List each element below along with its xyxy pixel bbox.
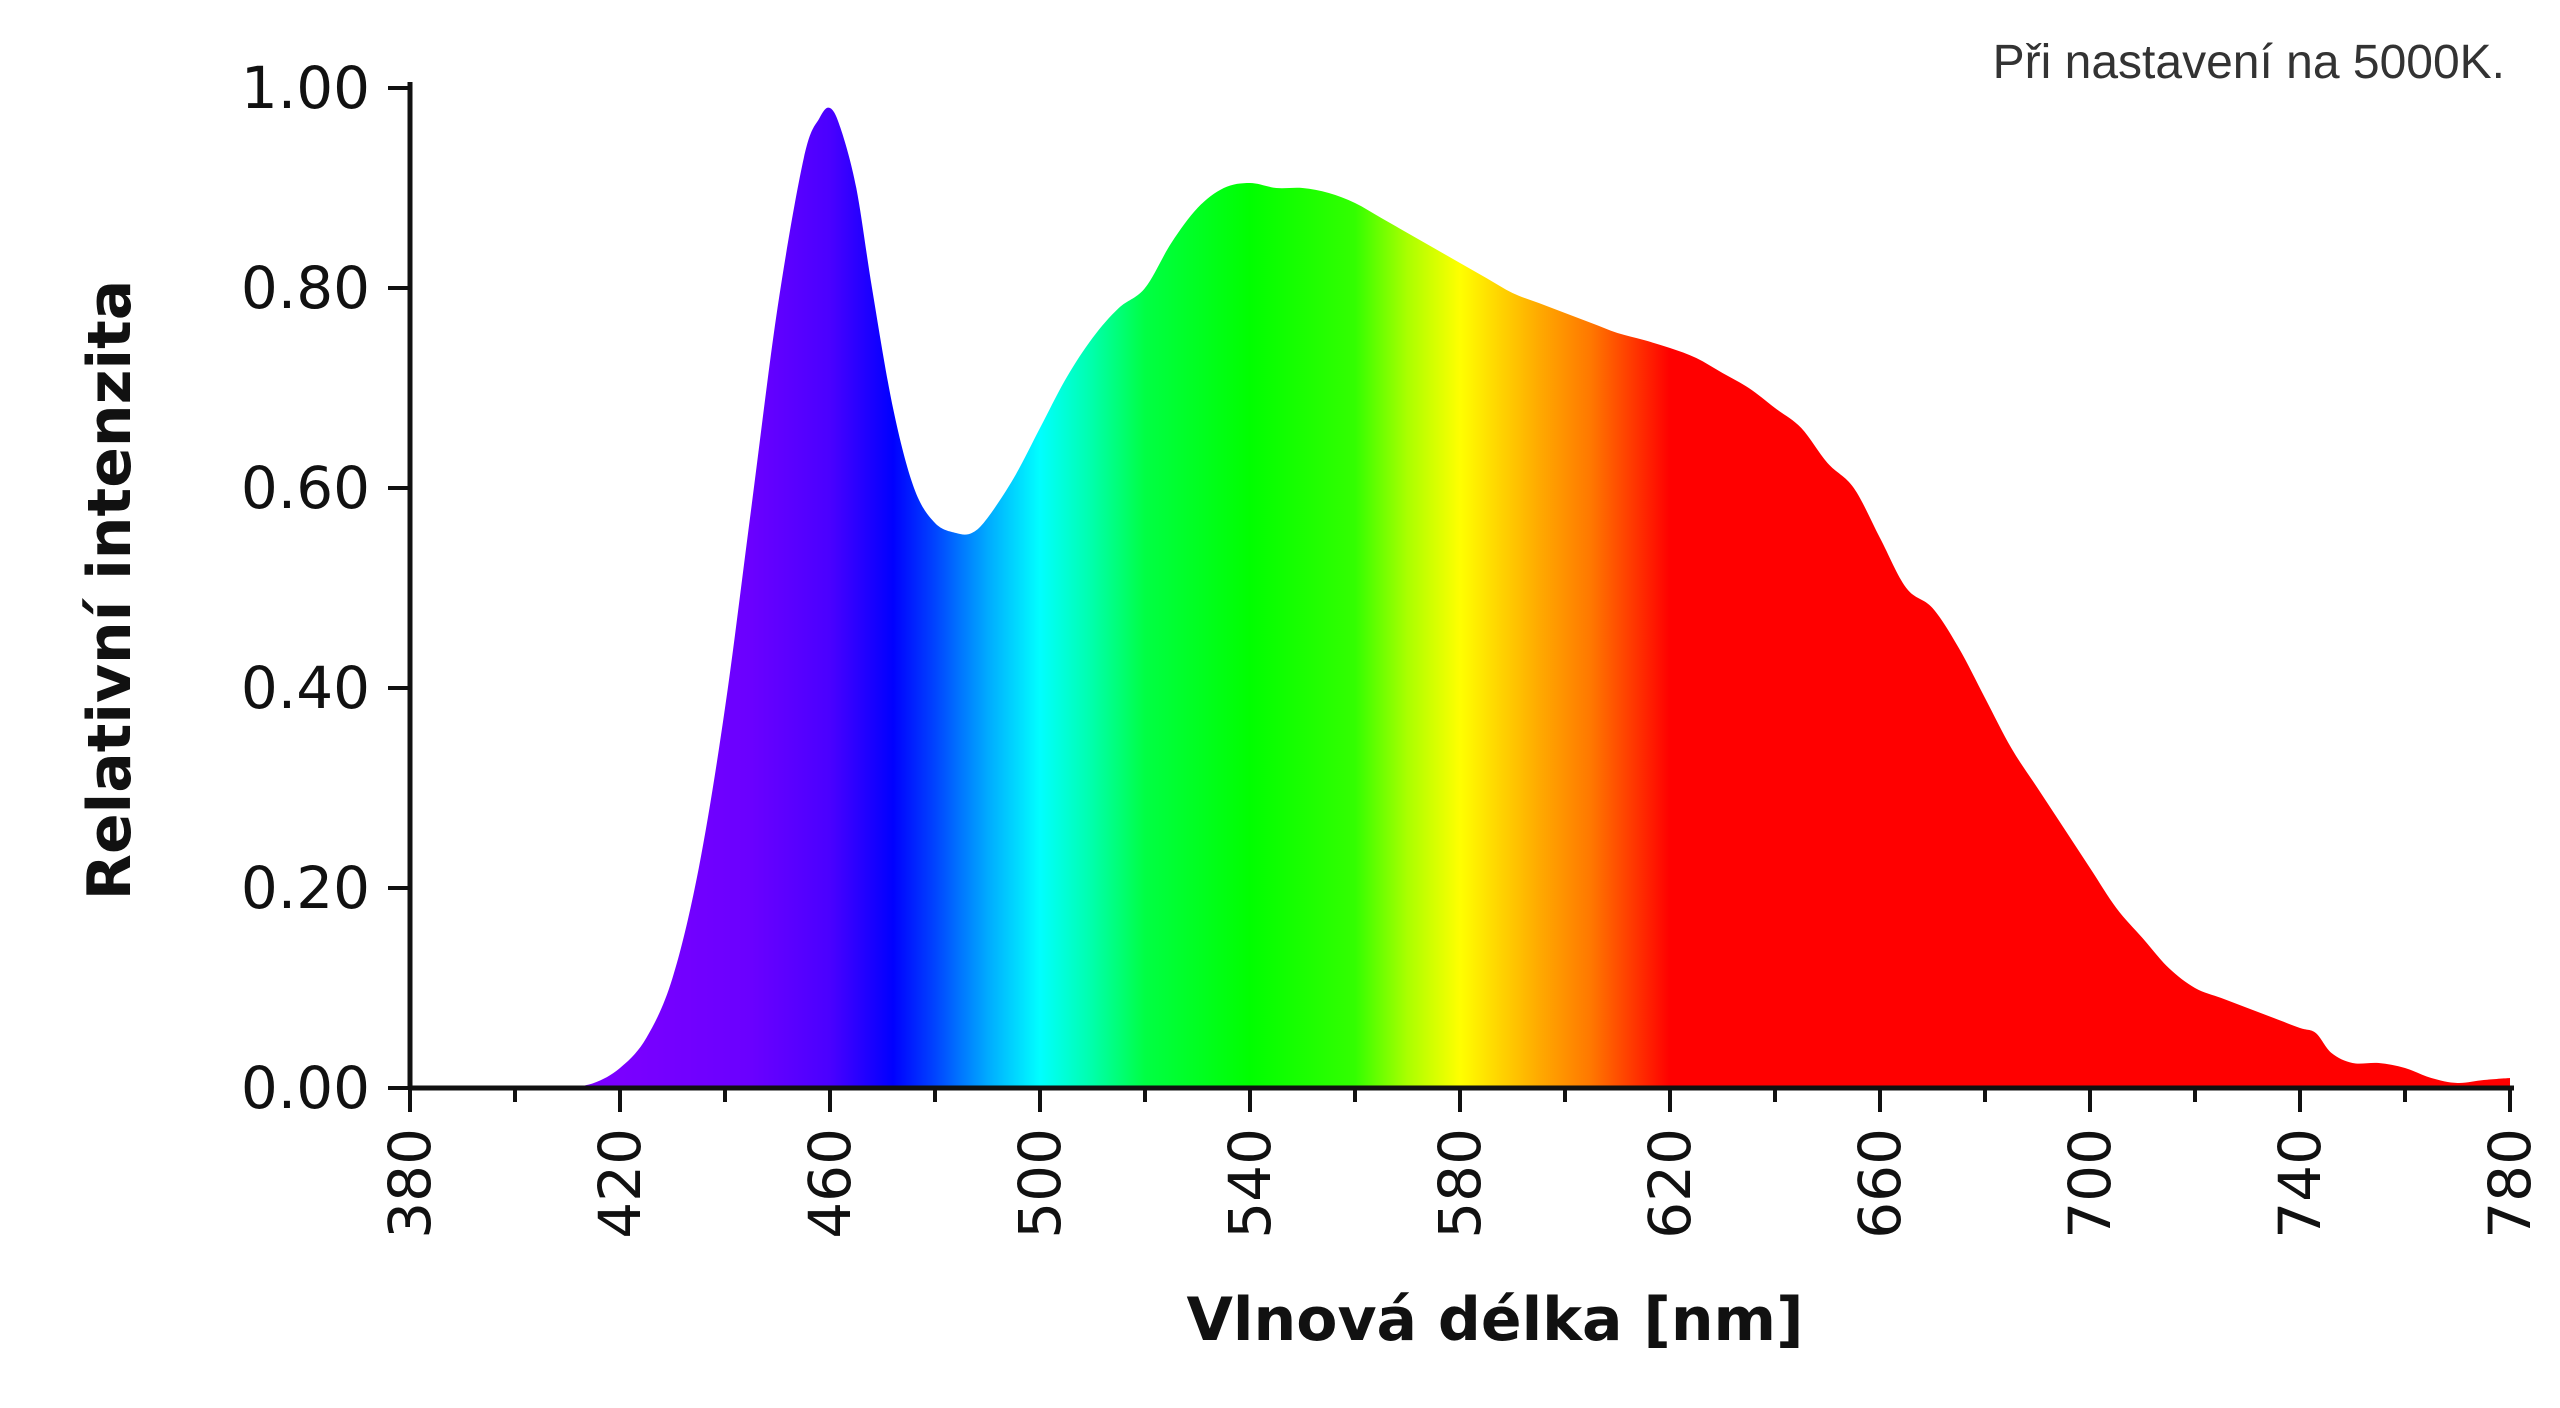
x-tick-label: 740 xyxy=(2266,1128,2334,1239)
y-tick-label: 0.40 xyxy=(241,654,370,722)
x-tick-label: 620 xyxy=(1636,1128,1704,1239)
axes xyxy=(388,82,2514,1112)
y-axis-title: Relativní intenzita xyxy=(75,280,145,901)
x-tick-label: 580 xyxy=(1426,1128,1494,1239)
x-tick-label: 380 xyxy=(376,1128,444,1239)
x-tick-label: 500 xyxy=(1006,1128,1074,1239)
x-tick-label: 540 xyxy=(1216,1128,1284,1239)
x-tick-label: 460 xyxy=(796,1128,864,1239)
y-tick-labels: 0.00 0.20 0.40 0.60 0.80 1.00 xyxy=(241,54,370,1122)
x-tick-label: 780 xyxy=(2476,1128,2544,1239)
y-tick-label: 0.20 xyxy=(241,854,370,922)
x-tick-labels: 380 420 460 500 540 580 620 660 700 740 780 xyxy=(376,1128,2544,1239)
settings-note: Při nastavení na 5000K. xyxy=(1993,36,2505,89)
x-tick-label: 660 xyxy=(1846,1128,1914,1239)
spectrum-area-layer xyxy=(567,107,2510,1088)
x-tick-label: 420 xyxy=(586,1128,654,1239)
x-tick-label: 700 xyxy=(2056,1128,2124,1239)
y-tick-label: 0.80 xyxy=(241,254,370,322)
y-tick-label: 0.00 xyxy=(241,1054,370,1122)
spectrum-area xyxy=(567,107,2510,1088)
y-tick-label: 1.00 xyxy=(241,54,370,122)
y-tick-label: 0.60 xyxy=(241,454,370,522)
x-axis-title: Vlnová délka [nm] xyxy=(1187,1285,1804,1355)
